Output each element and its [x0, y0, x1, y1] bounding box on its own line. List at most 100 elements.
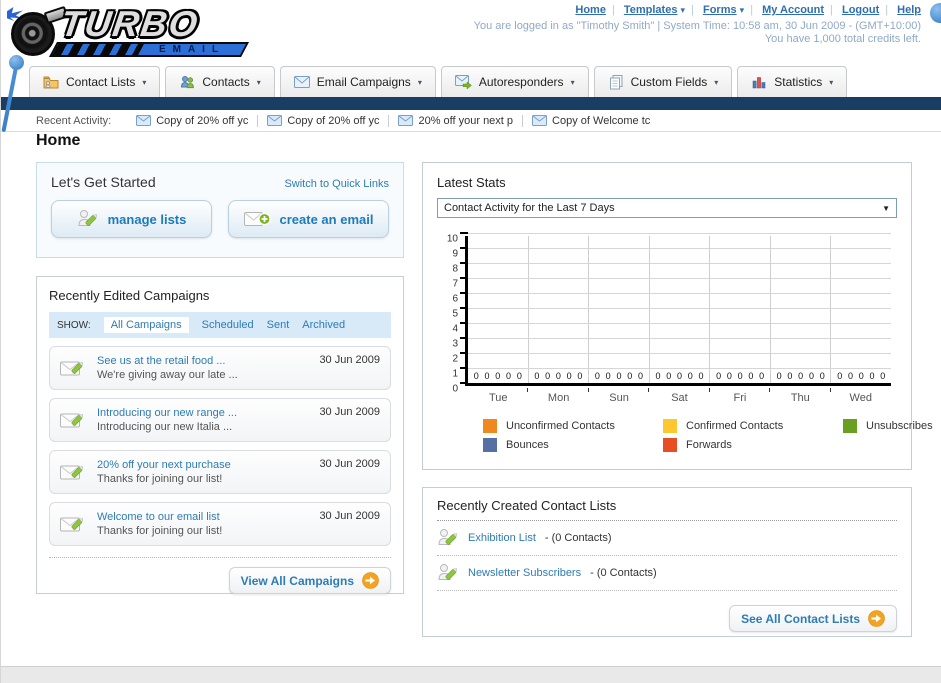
contact-list-row[interactable]: Exhibition List - (0 Contacts)	[437, 521, 897, 556]
campaign-title-link[interactable]: Introducing our new range ...	[97, 407, 238, 419]
nav-link-help[interactable]: Help	[897, 4, 921, 16]
y-tick-label: 2	[452, 353, 458, 365]
campaign-row[interactable]: 20% off your next purchase Thanks for joi…	[49, 450, 391, 494]
logo-email-bar: EMAIL	[49, 42, 249, 57]
tab-custom-fields[interactable]: Custom Fields ▾	[593, 66, 733, 97]
nav-divider-bar	[1, 97, 941, 110]
envelope-icon	[267, 115, 283, 126]
recent-activity-label: Recent Activity:	[36, 114, 112, 127]
envelope-pencil-icon	[60, 465, 84, 480]
contact-lists-icon	[43, 76, 59, 89]
stats-period-select[interactable]: Contact Activity for the Last 7 Days ▼	[437, 198, 897, 218]
view-all-campaigns-button[interactable]: View All Campaigns	[228, 567, 391, 594]
campaign-row[interactable]: See us at the retail food ... We're givin…	[49, 346, 391, 390]
session-info: You are logged in as "Timothy Smith" | S…	[474, 20, 921, 46]
y-tick-mark	[460, 262, 468, 264]
legend-item: Unconfirmed Contacts	[483, 419, 663, 433]
legend-item: Confirmed Contacts	[663, 419, 843, 433]
tab-statistics[interactable]: Statistics ▾	[737, 66, 848, 97]
y-tick-label: 10	[446, 233, 458, 245]
page-title: Home	[36, 132, 81, 149]
chevron-down-icon: ▾	[570, 77, 575, 87]
see-all-contact-lists-button[interactable]: See All Contact Lists	[729, 605, 897, 632]
nav-link-logout[interactable]: Logout	[841, 4, 880, 16]
nav-link-home[interactable]: Home	[575, 4, 606, 16]
get-started-panel: Let's Get Started Switch to Quick Links …	[36, 162, 404, 258]
chevron-down-icon: ▾	[256, 77, 261, 87]
chevron-down-icon: ▼	[882, 203, 890, 213]
recent-activity-item[interactable]: Copy of 20% off yc	[258, 114, 390, 127]
help-bubble-icon[interactable]	[930, 3, 941, 23]
contact-list-name-link[interactable]: Exhibition List	[468, 532, 536, 544]
campaign-filter-bar: SHOW: All Campaigns Scheduled Sent Archi…	[49, 312, 391, 338]
contact-list-count: - (0 Contacts)	[590, 567, 657, 579]
y-tick-mark	[460, 337, 468, 339]
create-email-button[interactable]: create an email	[228, 200, 389, 238]
y-tick-label: 7	[452, 278, 458, 290]
y-tick-mark	[460, 352, 468, 354]
campaign-title-link[interactable]: See us at the retail food ...	[97, 355, 226, 367]
gridline	[468, 308, 891, 309]
filter-all-campaigns[interactable]: All Campaigns	[103, 317, 189, 333]
arrow-right-icon	[362, 572, 379, 589]
recent-activity-item[interactable]: Copy of Welcome tc	[523, 115, 659, 127]
contact-list-count: - (0 Contacts)	[544, 532, 612, 544]
y-tick-mark	[460, 382, 468, 384]
legend-swatch	[663, 419, 677, 433]
chart-legend: Unconfirmed Contacts Confirmed Contacts Un…	[483, 419, 933, 452]
legend-swatch	[483, 438, 497, 452]
tab-label: Email Campaigns	[316, 75, 411, 89]
manage-lists-button[interactable]: manage lists	[51, 200, 212, 238]
x-tick-label: Fri	[708, 388, 770, 404]
campaign-title-link[interactable]: Welcome to our email list	[97, 511, 220, 523]
logo-wordmark: TURBO	[58, 3, 202, 44]
legend-swatch	[843, 419, 857, 433]
tab-autoresponders[interactable]: Autoresponders ▾	[440, 66, 589, 97]
nav-link-my-account[interactable]: My Account	[762, 4, 825, 16]
campaign-title-link[interactable]: 20% off your next purchase	[97, 459, 231, 471]
gridline	[468, 368, 891, 369]
switch-quick-links[interactable]: Switch to Quick Links	[284, 178, 389, 190]
filter-scheduled[interactable]: Scheduled	[201, 319, 254, 331]
tab-contact-lists[interactable]: Contact Lists ▾	[29, 66, 161, 97]
y-tick-mark	[460, 322, 468, 324]
filter-sent[interactable]: Sent	[266, 319, 290, 331]
x-tick-label: Tue	[488, 392, 508, 404]
statistics-icon	[753, 77, 766, 89]
nav-link-forms[interactable]: Forms	[702, 4, 737, 16]
filter-archived[interactable]: Archived	[302, 319, 346, 331]
manage-lists-label: manage lists	[107, 211, 187, 227]
campaign-subtitle: Introducing our new Italia ...	[97, 421, 233, 433]
person-pencil-icon	[438, 564, 458, 580]
envelope-icon	[136, 115, 152, 126]
recent-activity-item[interactable]: Copy of 20% off yc	[127, 114, 259, 127]
campaign-row[interactable]: Welcome to our email list Thanks for join…	[49, 502, 391, 546]
campaign-row[interactable]: Introducing our new range ... Introducing…	[49, 398, 391, 442]
y-tick-mark	[460, 232, 468, 234]
recent-activity-item[interactable]: 20% off your next p	[389, 114, 524, 127]
y-tick-label: 6	[452, 293, 458, 305]
campaign-date: 30 Jun 2009	[319, 406, 380, 418]
legend-swatch	[663, 438, 677, 452]
tab-contacts[interactable]: Contacts ▾	[165, 66, 275, 97]
y-tick-label: 4	[452, 323, 458, 335]
y-tick-label: 5	[452, 308, 458, 320]
tab-email-campaigns[interactable]: Email Campaigns ▾	[279, 66, 436, 97]
nav-link-templates[interactable]: Templates	[623, 4, 678, 16]
contact-lists-title: Recently Created Contact Lists	[437, 498, 897, 521]
campaign-subtitle: Thanks for joining our list!	[97, 473, 223, 485]
y-tick-mark	[460, 367, 468, 369]
person-pencil-icon	[78, 210, 97, 226]
y-tick-mark	[460, 247, 468, 249]
chart-x-labels: Tue Mon Sun Sat Fri Thu Wed	[468, 388, 891, 404]
recent-activity-bar: Recent Activity: Copy of 20% off yc Copy…	[1, 110, 941, 132]
latest-stats-panel: Latest Stats Contact Activity for the La…	[422, 162, 933, 470]
custom-fields-icon	[609, 75, 623, 90]
chart-y-axis: 0 1 2 3 4 5 6 7 8 9 10	[437, 233, 465, 395]
contact-list-name-link[interactable]: Newsletter Subscribers	[468, 567, 582, 579]
contact-list-row[interactable]: Newsletter Subscribers - (0 Contacts)	[437, 556, 897, 591]
